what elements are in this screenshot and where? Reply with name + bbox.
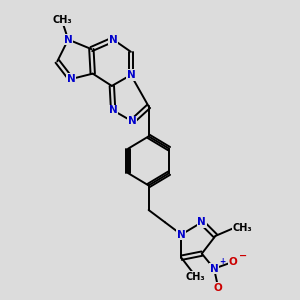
Text: CH₃: CH₃ [52,16,72,26]
Text: N: N [67,74,75,84]
Text: N: N [127,70,135,80]
Text: CH₃: CH₃ [233,223,253,233]
Text: −: − [239,250,247,260]
Text: N: N [109,34,118,44]
Text: N: N [128,116,136,126]
Text: CH₃: CH₃ [185,272,205,282]
Text: N: N [109,106,118,116]
Text: +: + [219,257,225,266]
Text: N: N [210,264,218,274]
Text: N: N [64,34,73,44]
Text: N: N [197,217,206,227]
Text: O: O [214,283,223,293]
Text: N: N [177,230,186,239]
Text: O: O [229,257,238,267]
